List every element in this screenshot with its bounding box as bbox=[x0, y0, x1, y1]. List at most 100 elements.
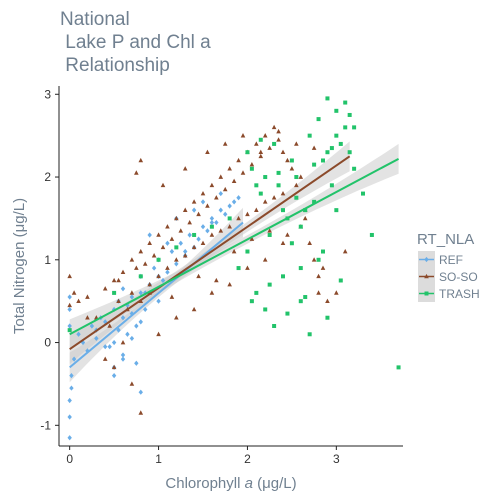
point-ref bbox=[214, 220, 218, 225]
point-so-so bbox=[227, 166, 232, 170]
point-trash bbox=[299, 225, 303, 229]
point-so-so bbox=[130, 381, 135, 385]
point-trash bbox=[343, 101, 347, 105]
point-ref bbox=[139, 319, 143, 324]
point-so-so bbox=[170, 237, 175, 241]
data-points bbox=[67, 96, 400, 440]
point-trash bbox=[268, 233, 272, 237]
point-trash bbox=[157, 258, 161, 262]
point-trash bbox=[68, 328, 72, 332]
point-so-so bbox=[183, 208, 188, 212]
point-trash bbox=[330, 183, 334, 187]
point-ref bbox=[210, 220, 214, 225]
point-so-so bbox=[316, 274, 321, 278]
y-tick-label: 2 bbox=[44, 170, 51, 184]
point-trash bbox=[334, 208, 338, 212]
point-trash bbox=[352, 167, 356, 171]
point-so-so bbox=[152, 253, 157, 257]
point-ref bbox=[223, 212, 227, 217]
point-trash bbox=[312, 163, 316, 167]
point-so-so bbox=[258, 150, 263, 154]
point-so-so bbox=[183, 166, 188, 170]
point-trash bbox=[139, 274, 143, 278]
y-tick-label: 0 bbox=[44, 336, 51, 350]
point-so-so bbox=[294, 141, 299, 145]
point-trash bbox=[294, 175, 298, 179]
point-ref bbox=[139, 390, 143, 395]
point-trash bbox=[245, 150, 249, 154]
point-so-so bbox=[276, 129, 281, 133]
point-so-so bbox=[263, 133, 268, 137]
legend-item-so-so-label: SO-SO bbox=[439, 270, 478, 284]
x-tick-label: 1 bbox=[155, 452, 162, 466]
point-so-so bbox=[223, 141, 228, 145]
point-trash bbox=[361, 192, 365, 196]
point-trash bbox=[303, 295, 307, 299]
x-tick-label: 2 bbox=[244, 452, 251, 466]
point-ref bbox=[69, 385, 73, 390]
point-trash bbox=[348, 150, 352, 154]
point-so-so bbox=[263, 257, 268, 261]
point-so-so bbox=[263, 199, 268, 203]
point-ref bbox=[232, 199, 236, 204]
point-trash bbox=[339, 142, 343, 146]
point-ref bbox=[112, 340, 116, 345]
point-so-so bbox=[312, 257, 317, 261]
point-so-so bbox=[165, 265, 170, 269]
point-ref bbox=[121, 357, 125, 362]
point-so-so bbox=[143, 261, 148, 265]
point-so-so bbox=[285, 158, 290, 162]
point-so-so bbox=[236, 158, 241, 162]
point-so-so bbox=[161, 245, 166, 249]
point-ref bbox=[165, 270, 169, 275]
point-so-so bbox=[227, 282, 232, 286]
x-tick-label: 3 bbox=[333, 452, 340, 466]
point-ref bbox=[121, 286, 125, 291]
point-so-so bbox=[245, 265, 250, 269]
point-ref bbox=[165, 241, 169, 246]
point-trash bbox=[285, 312, 289, 316]
point-so-so bbox=[281, 150, 286, 154]
point-so-so bbox=[67, 274, 72, 278]
point-trash bbox=[237, 266, 241, 270]
point-trash bbox=[268, 283, 272, 287]
point-so-so bbox=[232, 179, 237, 183]
point-trash bbox=[277, 183, 281, 187]
point-so-so bbox=[201, 191, 206, 195]
point-so-so bbox=[134, 265, 139, 269]
point-so-so bbox=[312, 145, 317, 149]
point-ref bbox=[107, 344, 111, 349]
point-so-so bbox=[165, 224, 170, 228]
y-ticks: -10123 bbox=[40, 87, 59, 432]
point-so-so bbox=[325, 299, 330, 303]
point-so-so bbox=[272, 195, 277, 199]
point-ref bbox=[179, 241, 183, 246]
fit-line-so-so bbox=[70, 156, 350, 349]
point-so-so bbox=[281, 191, 286, 195]
point-ref bbox=[236, 195, 240, 200]
point-so-so bbox=[258, 154, 263, 158]
x-axis-title-prefix: Chlorophyll bbox=[165, 475, 244, 492]
point-trash bbox=[290, 241, 294, 245]
point-trash bbox=[317, 258, 321, 262]
point-so-so bbox=[303, 216, 308, 220]
point-trash bbox=[339, 278, 343, 282]
point-trash bbox=[290, 158, 294, 162]
point-so-so bbox=[276, 137, 281, 141]
point-so-so bbox=[205, 203, 210, 207]
point-ref bbox=[67, 398, 71, 403]
point-trash bbox=[308, 134, 312, 138]
point-so-so bbox=[281, 241, 286, 245]
point-so-so bbox=[174, 257, 179, 261]
point-so-so bbox=[223, 187, 228, 191]
legend: RT_NLA REFSO-SOTRASH bbox=[417, 231, 480, 302]
y-tick-label: 1 bbox=[44, 253, 51, 267]
point-trash bbox=[272, 142, 276, 146]
point-so-so bbox=[307, 241, 312, 245]
point-so-so bbox=[134, 170, 139, 174]
point-so-so bbox=[103, 286, 108, 290]
point-so-so bbox=[334, 290, 339, 294]
chart-title-line-1: National bbox=[60, 9, 130, 30]
point-trash bbox=[370, 233, 374, 237]
point-trash bbox=[330, 146, 334, 150]
